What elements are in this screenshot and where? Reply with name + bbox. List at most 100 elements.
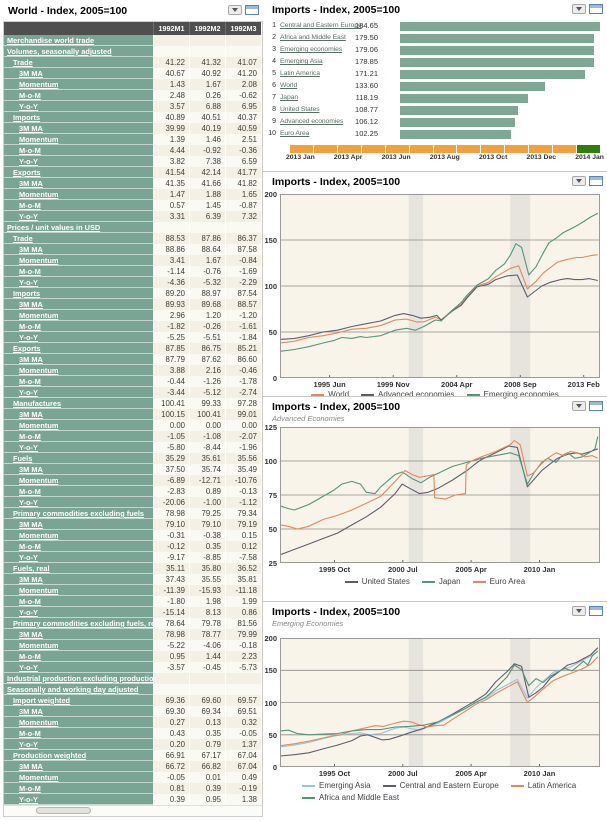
table-indicator-link[interactable]: Momentum	[4, 310, 153, 321]
table-indicator-link[interactable]: 3M MA	[4, 299, 153, 310]
table-indicator-link[interactable]: 3M MA	[4, 519, 153, 530]
region-link[interactable]: Emerging Asia	[280, 58, 323, 65]
time-slider-segment[interactable]	[433, 145, 457, 153]
table-section-link[interactable]: Merchandise world trade	[4, 35, 153, 46]
table-indicator-link[interactable]: Exports	[4, 167, 153, 178]
table-indicator-link[interactable]: M-o-M	[4, 651, 153, 662]
table-section-link[interactable]: Prices / unit values in USD	[4, 222, 153, 233]
table-indicator-link[interactable]: M-o-M	[4, 376, 153, 387]
table-indicator-link[interactable]: M-o-M	[4, 200, 153, 211]
table-indicator-link[interactable]: Y-o-Y	[4, 156, 153, 167]
table-indicator-link[interactable]: 3M MA	[4, 574, 153, 585]
table-indicator-link[interactable]: Momentum	[4, 530, 153, 541]
table-indicator-link[interactable]: M-o-M	[4, 728, 153, 739]
table-indicator-link[interactable]: Y-o-Y	[4, 739, 153, 750]
dropdown-icon[interactable]	[228, 5, 242, 15]
table-indicator-link[interactable]: Momentum	[4, 585, 153, 596]
time-slider-segment[interactable]	[337, 145, 361, 153]
dropdown-icon[interactable]	[572, 4, 586, 14]
table-indicator-link[interactable]: Y-o-Y	[4, 332, 153, 343]
table-indicator-link[interactable]: M-o-M	[4, 266, 153, 277]
table-indicator-link[interactable]: Momentum	[4, 189, 153, 200]
table-indicator-link[interactable]: Y-o-Y	[4, 277, 153, 288]
time-slider-segment[interactable]	[385, 145, 409, 153]
table-indicator-link[interactable]: Production weighted	[4, 750, 153, 761]
table-indicator-link[interactable]: Import weighted	[4, 695, 153, 706]
region-link[interactable]: Japan	[280, 94, 299, 101]
table-indicator-link[interactable]: Primary commodities excluding fuels, rea…	[4, 618, 153, 629]
table-indicator-link[interactable]: 3M MA	[4, 629, 153, 640]
table-indicator-link[interactable]: Exports	[4, 343, 153, 354]
time-slider-segment[interactable]	[577, 145, 600, 153]
table-indicator-link[interactable]: 3M MA	[4, 761, 153, 772]
table-indicator-link[interactable]: Y-o-Y	[4, 442, 153, 453]
scrollbar-thumb[interactable]	[36, 807, 91, 814]
time-slider-segment[interactable]	[457, 145, 481, 153]
table-indicator-link[interactable]: 3M MA	[4, 68, 153, 79]
table-indicator-link[interactable]: 3M MA	[4, 706, 153, 717]
dropdown-icon[interactable]	[572, 176, 586, 186]
table-indicator-link[interactable]: Fuels, real	[4, 563, 153, 574]
time-slider-segment[interactable]	[553, 145, 577, 153]
window-icon[interactable]	[589, 401, 603, 411]
horizontal-scrollbar[interactable]	[4, 805, 262, 816]
table-indicator-link[interactable]: 3M MA	[4, 409, 153, 420]
dropdown-icon[interactable]	[572, 401, 586, 411]
table-indicator-link[interactable]: Manufactures	[4, 398, 153, 409]
table-indicator-link[interactable]: Y-o-Y	[4, 497, 153, 508]
dropdown-icon[interactable]	[572, 606, 586, 616]
table-indicator-link[interactable]: Primary commodities excluding fuels	[4, 508, 153, 519]
table-indicator-link[interactable]: 3M MA	[4, 464, 153, 475]
region-link[interactable]: Emerging economies	[280, 46, 343, 53]
region-link[interactable]: Advanced economies	[280, 118, 344, 125]
table-indicator-link[interactable]: Y-o-Y	[4, 211, 153, 222]
table-indicator-link[interactable]: Momentum	[4, 717, 153, 728]
table-indicator-link[interactable]: Momentum	[4, 475, 153, 486]
table-section-link[interactable]: Seasonally and working day adjusted	[4, 684, 153, 695]
time-slider-segment[interactable]	[361, 145, 385, 153]
region-link[interactable]: Latin America	[280, 70, 320, 77]
table-indicator-link[interactable]: Trade	[4, 233, 153, 244]
table-indicator-link[interactable]: Momentum	[4, 79, 153, 90]
table-indicator-link[interactable]: Momentum	[4, 134, 153, 145]
table-indicator-link[interactable]: Imports	[4, 288, 153, 299]
table-indicator-link[interactable]: 3M MA	[4, 354, 153, 365]
table-indicator-link[interactable]: Y-o-Y	[4, 101, 153, 112]
region-link[interactable]: Central and Eastern Europe	[280, 22, 362, 29]
region-link[interactable]: Euro Area	[280, 130, 310, 137]
time-slider-segment[interactable]	[481, 145, 505, 153]
table-indicator-link[interactable]: 3M MA	[4, 123, 153, 134]
table-section-link[interactable]: Industrial production excluding producti…	[4, 673, 153, 684]
table-indicator-link[interactable]: Y-o-Y	[4, 607, 153, 618]
table-indicator-link[interactable]: M-o-M	[4, 486, 153, 497]
table-section-link[interactable]: Volumes, seasonally adjusted	[4, 46, 153, 57]
time-slider-segment[interactable]	[529, 145, 553, 153]
region-link[interactable]: United States	[280, 106, 320, 113]
table-indicator-link[interactable]: Fuels	[4, 453, 153, 464]
region-link[interactable]: Africa and Middle East	[280, 34, 346, 41]
table-indicator-link[interactable]: Momentum	[4, 365, 153, 376]
table-indicator-link[interactable]: Momentum	[4, 255, 153, 266]
table-indicator-link[interactable]: Y-o-Y	[4, 552, 153, 563]
table-indicator-link[interactable]: Y-o-Y	[4, 662, 153, 673]
time-slider-segment[interactable]	[505, 145, 529, 153]
window-icon[interactable]	[589, 606, 603, 616]
table-indicator-link[interactable]: Momentum	[4, 420, 153, 431]
table-indicator-link[interactable]: Imports	[4, 112, 153, 123]
table-indicator-link[interactable]: M-o-M	[4, 145, 153, 156]
window-icon[interactable]	[589, 176, 603, 186]
table-indicator-link[interactable]: M-o-M	[4, 431, 153, 442]
time-slider[interactable]	[290, 145, 600, 153]
table-indicator-link[interactable]: Momentum	[4, 640, 153, 651]
table-indicator-link[interactable]: M-o-M	[4, 541, 153, 552]
table-indicator-link[interactable]: Momentum	[4, 772, 153, 783]
table-indicator-link[interactable]: 3M MA	[4, 178, 153, 189]
time-slider-segment[interactable]	[313, 145, 337, 153]
table-indicator-link[interactable]: Y-o-Y	[4, 387, 153, 398]
table-indicator-link[interactable]: M-o-M	[4, 783, 153, 794]
table-indicator-link[interactable]: Trade	[4, 57, 153, 68]
time-slider-segment[interactable]	[290, 145, 313, 153]
window-icon[interactable]	[589, 4, 603, 14]
table-indicator-link[interactable]: 3M MA	[4, 244, 153, 255]
window-icon[interactable]	[245, 5, 259, 15]
